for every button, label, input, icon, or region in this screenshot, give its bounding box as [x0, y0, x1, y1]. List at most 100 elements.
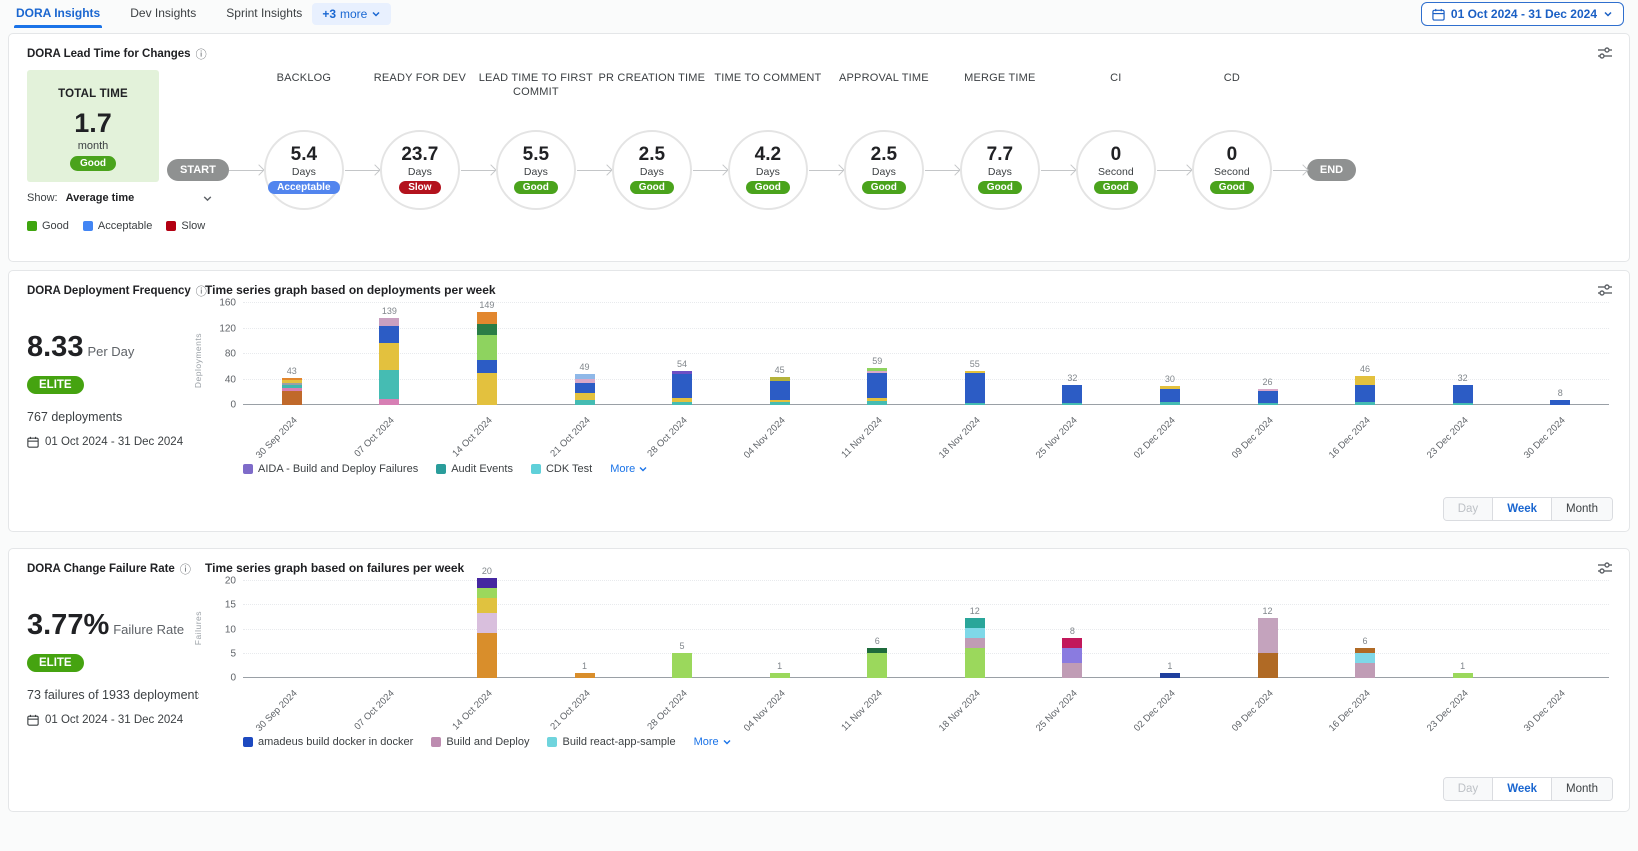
- legend-item-audit-events[interactable]: Audit Events: [436, 463, 513, 475]
- gridline-40: 40: [225, 374, 1609, 385]
- stacked-bar-09-Dec-2024[interactable]: 12: [1257, 606, 1278, 678]
- stacked-bar-02-Dec-2024[interactable]: 30: [1159, 374, 1180, 405]
- period-month-button[interactable]: Month: [1552, 498, 1612, 520]
- legend-item-good[interactable]: Good: [27, 220, 69, 232]
- bar-segment: [1257, 653, 1278, 678]
- bar-segment: [1062, 638, 1083, 648]
- stacked-bar-04-Nov-2024[interactable]: 45: [769, 365, 790, 405]
- y-tick-label: 0: [230, 399, 236, 411]
- info-icon[interactable]: ⓘ: [195, 286, 207, 298]
- info-icon[interactable]: ⓘ: [195, 49, 207, 61]
- more-tabs-dropdown[interactable]: +3 more: [312, 3, 392, 25]
- flow-stage-pr-creation-time[interactable]: PR CREATION TIME 2.5 Days Good: [599, 72, 705, 210]
- period-day-button[interactable]: Day: [1443, 778, 1493, 800]
- flow-stage-backlog[interactable]: BACKLOG 5.4 Days Acceptable: [263, 72, 345, 210]
- gridline-0: 0: [230, 673, 1609, 684]
- bar-segment: [672, 373, 693, 398]
- bar-total-label: 55: [969, 358, 980, 369]
- bar-segment: [281, 385, 302, 388]
- period-week-button[interactable]: Week: [1492, 498, 1553, 520]
- legend-more-link[interactable]: More: [694, 736, 732, 748]
- stacked-bar-11-Nov-2024[interactable]: 59: [867, 356, 888, 405]
- tab-sprint-insights[interactable]: Sprint Insights: [226, 6, 303, 20]
- stacked-bar-07-Oct-2024[interactable]: 139: [379, 306, 400, 405]
- show-label: Show:: [27, 192, 58, 204]
- flow-stage-approval-time[interactable]: APPROVAL TIME 2.5 Days Good: [839, 72, 929, 210]
- calendar-icon: [27, 714, 39, 726]
- stage-rating-badge: Good: [629, 181, 674, 194]
- flow-stage-time-to-comment[interactable]: TIME TO COMMENT 4.2 Days Good: [714, 72, 821, 210]
- bar-segment: [476, 588, 497, 598]
- flow-stage-lead-time-to-first-commit[interactable]: LEAD TIME TO FIRST COMMIT 5.5 Days Good: [479, 72, 593, 210]
- legend-item-build-and-deploy[interactable]: Build and Deploy: [431, 736, 529, 748]
- show-metric-dropdown[interactable]: Show: Average time: [27, 192, 213, 204]
- stacked-bar-14-Oct-2024[interactable]: 149: [476, 300, 497, 405]
- flow-arrow: [692, 169, 727, 171]
- flow-stage-ci[interactable]: CI 0 Second Good: [1075, 72, 1157, 210]
- chart-settings-icon[interactable]: [1597, 283, 1613, 297]
- bar-total-label: 8: [1557, 388, 1563, 398]
- chart-settings-icon[interactable]: [1597, 561, 1613, 575]
- stage-unit: Days: [987, 166, 1012, 178]
- bar-total-label: 1: [1460, 661, 1466, 671]
- legend-item-cdk-test[interactable]: CDK Test: [530, 463, 592, 475]
- stacked-bar-16-Dec-2024[interactable]: 46: [1355, 364, 1376, 405]
- legend-item-build-react-app-sample[interactable]: Build react-app-sample: [547, 736, 676, 748]
- legend-item-aida---build-and-deploy-failures[interactable]: AIDA - Build and Deploy Failures: [243, 463, 418, 475]
- y-tick-label: 120: [219, 323, 236, 334]
- bar-segment: [1159, 389, 1180, 402]
- stacked-bar-25-Nov-2024[interactable]: 32: [1062, 373, 1083, 405]
- stacked-bar-21-Oct-2024[interactable]: 1: [574, 661, 595, 678]
- legend-item-amadeus-build-docker-in-docker[interactable]: amadeus build docker in docker: [243, 736, 413, 748]
- bar-segment: [964, 638, 985, 648]
- bar-segment: [867, 397, 888, 402]
- flow-stage-cd[interactable]: CD 0 Second Good: [1191, 72, 1273, 210]
- stacked-bar-23-Dec-2024[interactable]: 1: [1452, 661, 1473, 678]
- gridline-160: 160: [219, 298, 1609, 309]
- tab-bar: DORA Insights Dev Insights Sprint Insights: [14, 0, 304, 28]
- info-icon[interactable]: ⓘ: [179, 564, 191, 576]
- tab-dora-insights[interactable]: DORA Insights: [14, 0, 103, 28]
- stacked-bar-11-Nov-2024[interactable]: 6: [867, 636, 888, 678]
- tab-dev-insights[interactable]: Dev Insights: [130, 6, 197, 20]
- stacked-bar-14-Oct-2024[interactable]: 20: [476, 566, 497, 678]
- bar-segment: [964, 372, 985, 403]
- stacked-bar-18-Nov-2024[interactable]: 55: [964, 359, 985, 405]
- period-week-button[interactable]: Week: [1492, 778, 1553, 800]
- flow-stage-ready-for-dev[interactable]: READY FOR DEV 23.7 Days Slow: [374, 72, 466, 210]
- lead-time-panel: DORA Lead Time for Changes ⓘ TOTAL TIME …: [8, 33, 1630, 262]
- period-day-button[interactable]: Day: [1443, 498, 1493, 520]
- period-month-button[interactable]: Month: [1552, 778, 1612, 800]
- bar-total-label: 1: [1167, 661, 1173, 671]
- stacked-bar-02-Dec-2024[interactable]: 1: [1159, 661, 1180, 678]
- stacked-bar-21-Oct-2024[interactable]: 49: [574, 362, 595, 405]
- stacked-bar-25-Nov-2024[interactable]: 8: [1062, 626, 1083, 678]
- stage-circle: 5.5 Days Good: [495, 130, 576, 210]
- bar-segment: [379, 325, 400, 343]
- bar-segment: [672, 397, 693, 402]
- bar-total-label: 45: [774, 364, 785, 375]
- legend-swatch: [436, 464, 447, 474]
- stacked-bar-28-Oct-2024[interactable]: 54: [672, 359, 693, 405]
- stacked-bar-30-Dec-2024[interactable]: 8: [1550, 388, 1571, 405]
- stage-unit: Days: [639, 166, 664, 178]
- bar-segment: [476, 323, 497, 335]
- flow-stage-merge-time[interactable]: MERGE TIME 7.7 Days Good: [959, 72, 1041, 210]
- deployment-rate-value: 8.33: [27, 331, 84, 363]
- gridline-5: 5: [230, 648, 1609, 659]
- stacked-bar-09-Dec-2024[interactable]: 26: [1257, 377, 1278, 405]
- chart-settings-icon[interactable]: [1597, 46, 1613, 60]
- legend-item-slow[interactable]: Slow: [166, 220, 205, 232]
- stacked-bar-04-Nov-2024[interactable]: 1: [769, 661, 790, 678]
- legend-item-acceptable[interactable]: Acceptable: [82, 220, 152, 232]
- total-time-unit: month: [77, 140, 109, 152]
- stacked-bar-16-Dec-2024[interactable]: 6: [1355, 636, 1376, 678]
- stacked-bar-18-Nov-2024[interactable]: 12: [964, 606, 985, 678]
- stacked-bar-23-Dec-2024[interactable]: 32: [1452, 373, 1473, 405]
- stage-value: 23.7: [401, 144, 439, 165]
- legend-more-link[interactable]: More: [610, 463, 648, 475]
- stage-value: 4.2: [754, 144, 782, 165]
- date-range-picker[interactable]: 01 Oct 2024 - 31 Dec 2024: [1420, 2, 1624, 26]
- stacked-bar-30-Sep-2024[interactable]: 43: [281, 366, 302, 405]
- stacked-bar-28-Oct-2024[interactable]: 5: [672, 641, 693, 678]
